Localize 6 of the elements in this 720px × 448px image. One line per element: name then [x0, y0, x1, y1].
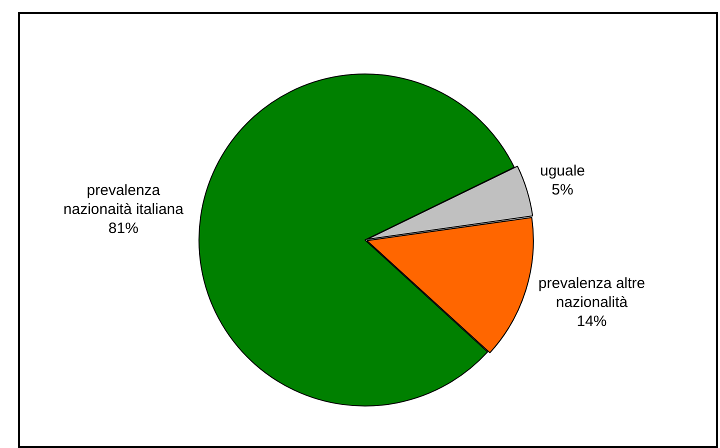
slice-label: uguale [540, 162, 586, 180]
slice-label: prevalenza altre nazionalità [538, 274, 646, 311]
data-label: 14% [576, 312, 607, 330]
data-label: 81% [108, 220, 138, 237]
data-label: 5% [552, 181, 574, 198]
slice-label: prevalenza nazionaità italiana [63, 182, 184, 218]
